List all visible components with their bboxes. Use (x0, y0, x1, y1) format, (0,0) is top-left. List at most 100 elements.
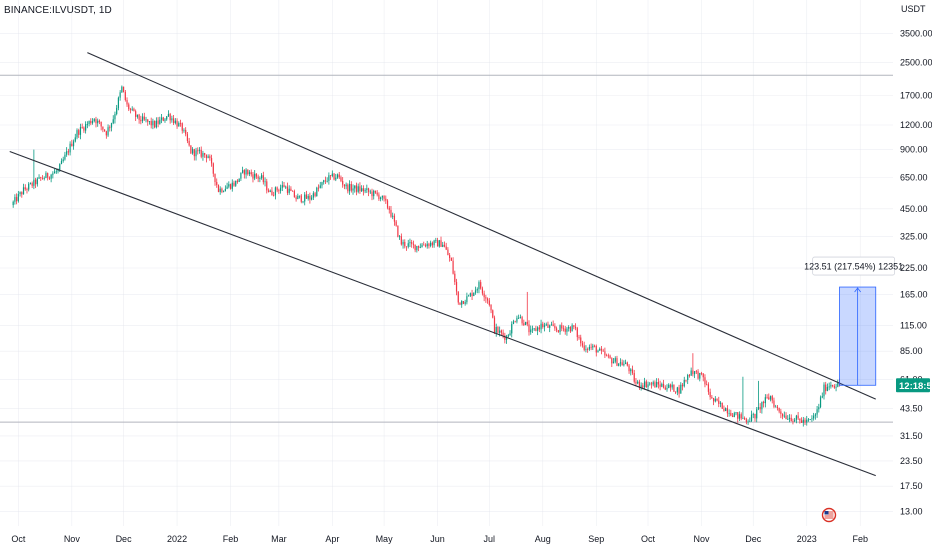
candle-body (637, 381, 639, 384)
candle-body (28, 183, 30, 190)
candle-body (643, 381, 646, 388)
candle-body (29, 183, 32, 184)
candle-body (571, 325, 573, 332)
candle-body (164, 119, 166, 121)
candle-body (380, 197, 382, 200)
candle-body (40, 177, 42, 179)
candle-body (140, 119, 142, 122)
candle-body (466, 296, 468, 303)
candle-body (202, 153, 204, 157)
flag-ring (821, 507, 837, 523)
candle-body (828, 386, 830, 388)
candle-body (673, 384, 675, 392)
candle-body (807, 419, 810, 421)
candle-body (200, 149, 202, 157)
candle-body (133, 108, 135, 112)
candle-body (604, 351, 606, 356)
candle-body (21, 192, 23, 195)
candle-body (502, 332, 504, 336)
candle-body (638, 381, 641, 387)
candle-body (745, 419, 747, 423)
candle-body (367, 188, 370, 192)
x-tick-label: Nov (64, 534, 81, 544)
y-tick-label: 2500.00 (900, 57, 932, 67)
candle-body (157, 120, 159, 124)
candle-body (794, 419, 796, 422)
x-tick-label: Feb (223, 534, 239, 544)
candle-body (759, 407, 761, 410)
candle-body (286, 186, 289, 193)
candle-body (348, 184, 351, 192)
candle-body (781, 413, 784, 417)
candle-body (524, 321, 527, 326)
candle-body (790, 417, 792, 422)
candle-body (742, 417, 744, 419)
candle-body (476, 289, 478, 291)
candle-body (624, 362, 627, 364)
candle-body (336, 174, 339, 178)
candle-body (34, 179, 37, 185)
candle-body (72, 141, 75, 147)
candle-body (243, 170, 245, 175)
candle-body (473, 292, 475, 297)
candle-body (813, 415, 815, 419)
candle-body (669, 384, 672, 388)
candle-body (814, 414, 816, 416)
candle-body (122, 86, 125, 92)
measure-tool[interactable]: 123.51 (217.54%) 12351 (804, 256, 903, 386)
candle-body (704, 377, 706, 385)
candle-body (776, 406, 779, 408)
candle-body (100, 122, 102, 127)
candle-body (656, 382, 658, 388)
candle-body (628, 365, 630, 372)
candle-body (454, 273, 456, 283)
candle-body (714, 398, 716, 402)
candle-body (390, 209, 392, 217)
horizontal-lines[interactable] (0, 74, 893, 423)
candle-body (809, 419, 811, 420)
candle-body (399, 236, 401, 238)
candle-body (545, 324, 547, 326)
y-axis[interactable]: USDT 3500.00 2500.00 1700.00 1200.00 900.00 65… (900, 4, 932, 517)
y-tick-label: 85.00 (900, 346, 923, 356)
candle-body (588, 346, 590, 350)
candle-body (74, 137, 76, 142)
candle-body (329, 175, 332, 177)
candle-body (552, 324, 554, 326)
symbol-label[interactable]: BINANCE:ILVUSDT, 1D (4, 5, 112, 16)
candle-body (414, 244, 416, 251)
candle-body (716, 398, 718, 401)
candle-body (228, 184, 230, 187)
candle-body (555, 328, 558, 331)
candle-body (519, 317, 521, 318)
candle-body (423, 244, 425, 246)
candle-body (602, 350, 604, 352)
candle-body (504, 335, 506, 340)
candle-body (152, 120, 154, 126)
measure-arrow-head (854, 287, 861, 293)
y-tick-label: 23.50 (900, 456, 923, 466)
candle-body (402, 241, 404, 245)
candle-body (599, 348, 601, 351)
x-tick-label: May (376, 534, 394, 544)
candle-body (24, 187, 26, 190)
us-flag-icon[interactable] (821, 507, 837, 523)
candle-body (326, 180, 328, 182)
candle-body (447, 249, 449, 256)
candle-body (518, 317, 520, 319)
candle-body (376, 192, 378, 195)
candle-body (540, 323, 542, 330)
candle-body (143, 116, 145, 120)
candle-body (468, 295, 470, 297)
candle-body (816, 409, 818, 415)
x-tick-label: Jul (484, 534, 496, 544)
candle-body (207, 156, 209, 159)
candle-body (692, 370, 694, 375)
x-axis[interactable]: Oct Nov Dec 2022 Feb Mar Apr May Jun Jul Aug Sep Oct… (11, 534, 868, 544)
candle-body (22, 187, 25, 195)
trend-channel[interactable] (9, 52, 876, 477)
candle-body (190, 145, 192, 154)
candle-body (799, 418, 801, 421)
